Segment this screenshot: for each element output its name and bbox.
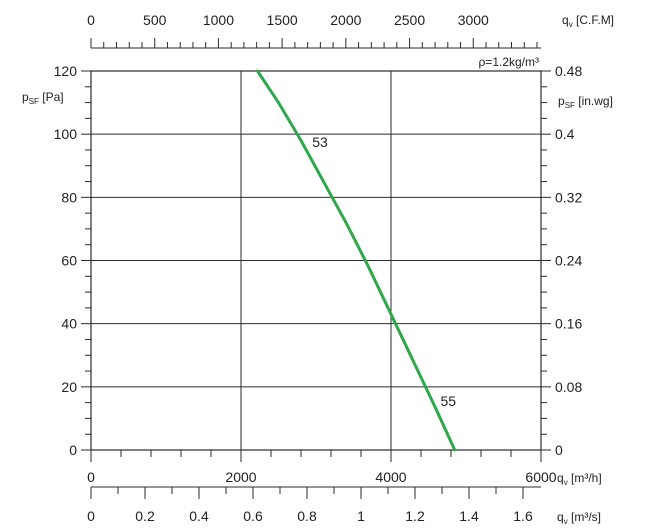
x-bottom-tick-label: 0.4 — [189, 508, 209, 524]
y-left-axis-label: pSF [Pa] — [22, 90, 64, 106]
x-top-tick-label: 500 — [143, 12, 167, 28]
x-top-tick-label: 1500 — [267, 12, 298, 28]
x-bottom-tick-label: 0.6 — [243, 508, 263, 524]
curve-point-label: 53 — [312, 134, 328, 150]
x-bottom-tick-label: 0 — [87, 508, 95, 524]
x-bottom-tick-label: 1.6 — [513, 508, 533, 524]
y-right-tick-label: 0.16 — [555, 316, 582, 332]
y-right-tick-label: 0 — [555, 442, 563, 458]
x-top-tick-label: 2000 — [330, 12, 361, 28]
x-bottom-tick-label: 1.2 — [405, 508, 425, 524]
curve-point-label: 55 — [441, 393, 457, 409]
x-bottom-tick-label: 0.2 — [135, 508, 155, 524]
y-left-tick-label: 40 — [61, 316, 77, 332]
y-right-tick-label: 0.32 — [555, 189, 582, 205]
y-left-tick-label: 0 — [69, 442, 77, 458]
y-right-tick-label: 0.4 — [555, 126, 575, 142]
series-line — [256, 69, 457, 452]
x-bottom-tick-label: 1 — [357, 508, 365, 524]
y-right-tick-label: 0.48 — [555, 63, 582, 79]
x-top-axis-label: qv [C.F.M] — [562, 13, 614, 29]
y-left-tick-label: 60 — [61, 253, 77, 269]
x-top-tick-label: 1000 — [203, 12, 234, 28]
y-right-tick-label: 0.24 — [555, 253, 582, 269]
y-left-tick-label: 100 — [54, 126, 78, 142]
x-primary-axis-label: qv [m³/h] — [557, 471, 602, 487]
y-right-axis-label: pSF [in.wg] — [558, 94, 613, 110]
x-top-tick-label: 0 — [87, 12, 95, 28]
y-left-tick-label: 120 — [54, 63, 78, 79]
x-bottom-tick-label: 1.4 — [459, 508, 479, 524]
y-left-tick-label: 80 — [61, 189, 77, 205]
series-layer — [256, 69, 457, 452]
grid-layer — [90, 70, 542, 451]
x-bottom-axis-label: qv [m³/s] — [557, 510, 601, 526]
x-primary-tick-label: 2000 — [225, 469, 256, 485]
x-top-tick-label: 2500 — [394, 12, 425, 28]
density-annotation: ρ=1.2kg/m³ — [478, 55, 539, 69]
x-bottom-tick-label: 0.8 — [297, 508, 317, 524]
x-primary-tick-label: 0 — [87, 469, 95, 485]
x-primary-tick-label: 4000 — [375, 469, 406, 485]
y-right-tick-label: 0.08 — [555, 379, 582, 395]
x-top-tick-label: 3000 — [458, 12, 489, 28]
tick-layer — [81, 38, 551, 499]
x-primary-tick-label: 6000 — [525, 469, 556, 485]
y-left-tick-label: 20 — [61, 379, 77, 395]
